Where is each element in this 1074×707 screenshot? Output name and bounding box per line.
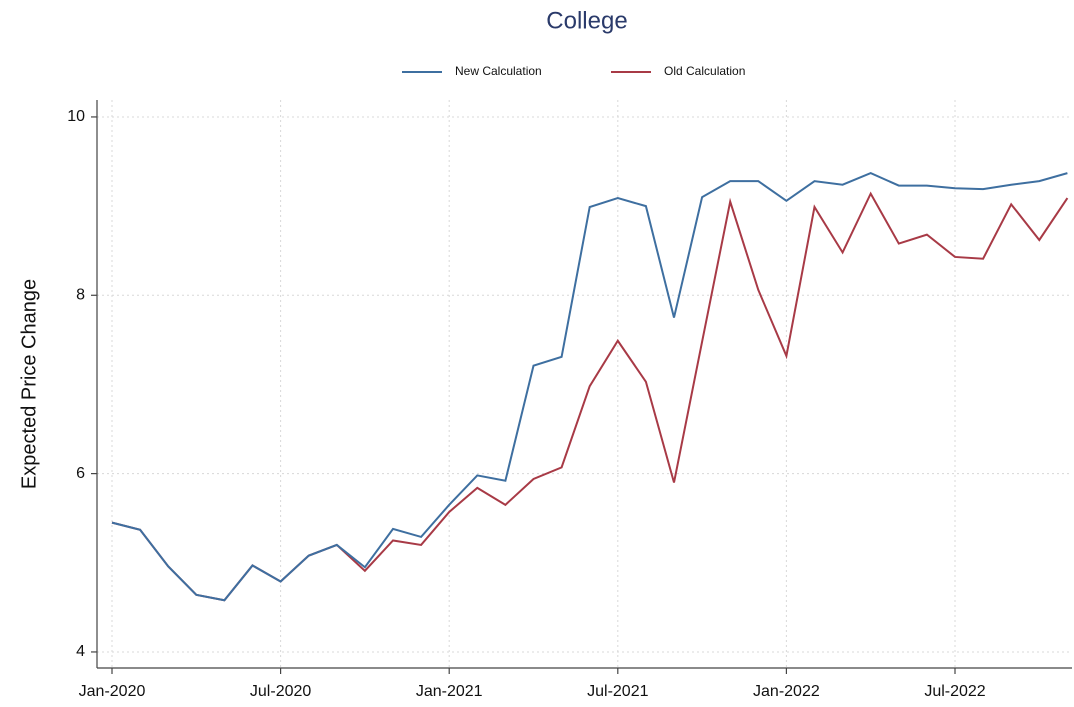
legend-label: Old Calculation [664,64,745,78]
y-tick-label: 10 [67,108,85,125]
y-axis-label: Expected Price Change [18,279,40,489]
y-tick-label: 8 [76,286,85,303]
x-tick-label: Jan-2022 [753,683,820,700]
y-tick-label: 6 [76,465,85,482]
x-tick-label: Jul-2020 [250,683,311,700]
x-tick-label: Jan-2020 [79,683,146,700]
y-tick-label: 4 [76,643,85,660]
x-tick-label: Jul-2021 [587,683,648,700]
legend-label: New Calculation [455,64,542,78]
x-tick-label: Jul-2022 [924,683,985,700]
data-line [111,172,1068,602]
x-tick-label: Jan-2021 [416,683,483,700]
chart-title: College [546,7,627,34]
data-line [111,191,1069,602]
